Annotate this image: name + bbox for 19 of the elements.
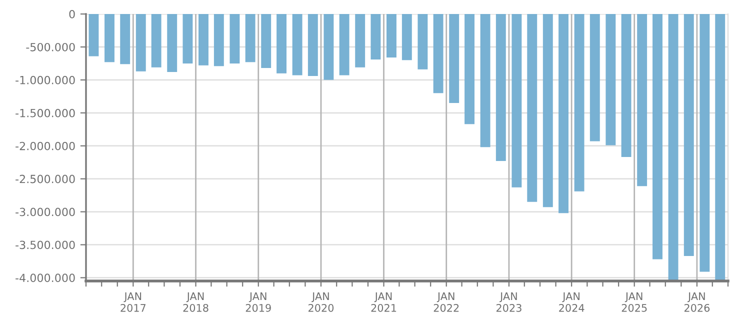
x-tick-label: JAN 2018 (183, 292, 208, 312)
y-tick-label: -1.500.000 (16, 108, 75, 118)
y-tick-label: 0 (69, 10, 75, 18)
y-tick-label: -3.000.000 (16, 208, 75, 216)
x-tick-label: JAN 2024 (559, 292, 584, 312)
y-tick-label: -1.000.000 (16, 76, 75, 84)
x-tick-label: JAN 2021 (371, 292, 396, 312)
x-tick-label: JAN 2022 (434, 292, 459, 312)
x-tick-label: JAN 2020 (308, 292, 334, 312)
x-tick-label: JAN 2026 (684, 292, 710, 312)
y-tick-label: -3.500.000 (16, 240, 75, 250)
x-tick-label: JAN 2017 (120, 292, 146, 312)
y-tick-label: -4.000.000 (16, 274, 75, 282)
x-tick-label: JAN 2025 (622, 292, 647, 312)
x-tick-label: JAN 2019 (246, 292, 271, 312)
y-tick-label: -500.000 (26, 42, 75, 52)
y-tick-label: -2.000.000 (16, 142, 75, 150)
x-tick-label: JAN 2023 (496, 292, 522, 312)
y-tick-label: -2.500.000 (16, 174, 75, 184)
